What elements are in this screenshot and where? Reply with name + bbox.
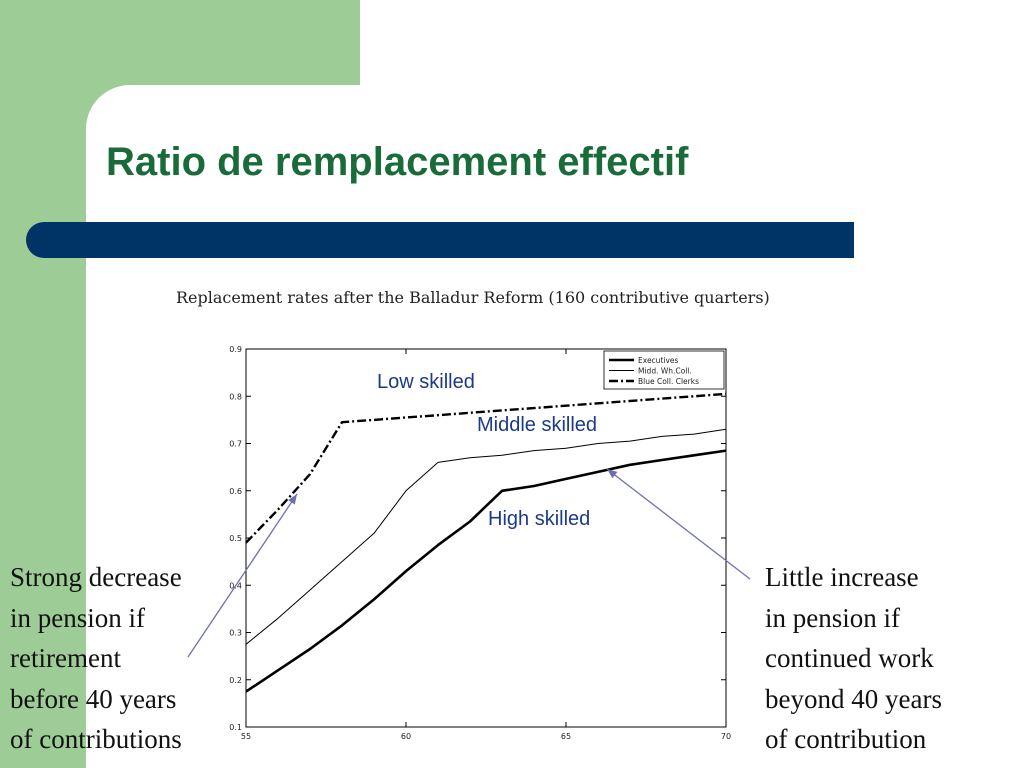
legend-entry: Executives: [638, 356, 679, 365]
slide-title: Ratio de remplacement effectif: [106, 140, 689, 184]
right-arrow-head: [607, 469, 618, 479]
right-annotation-note: Little increase in pension if continued …: [765, 562, 942, 754]
plot-frame: [245, 348, 727, 728]
title-underline-bar: [26, 222, 854, 258]
series-line-blue-coll-clerks: [245, 392, 727, 544]
y-tick-label: 0.8: [229, 392, 242, 401]
series-line-midd-wh-coll-: [245, 428, 727, 645]
y-tick-label: 0.5: [229, 534, 242, 543]
x-tick-label: 65: [561, 732, 571, 741]
content-card: [86, 85, 1024, 768]
left-arrow-head: [288, 494, 297, 505]
y-tick-label: 0.1: [229, 723, 242, 732]
y-tick-label: 0.3: [229, 629, 242, 638]
y-tick-label: 0.2: [229, 676, 242, 685]
x-tick-label: 60: [401, 732, 411, 741]
y-tick-label: 0.9: [229, 345, 242, 354]
y-tick-label: 0.6: [229, 487, 242, 496]
x-tick-label: 55: [241, 732, 251, 741]
series-line-executives: [245, 449, 727, 693]
left-arrow: [187, 493, 298, 658]
chart-title: Replacement rates after the Balladur Ref…: [176, 288, 770, 307]
low-skilled-label: Low skilled: [377, 371, 475, 393]
y-tick-label: 0.7: [229, 440, 242, 449]
legend-entry: Midd. Wh.Coll.: [638, 367, 692, 376]
left-annotation-note: Strong decrease in pension if retirement…: [10, 562, 182, 754]
right-arrow: [606, 468, 751, 580]
legend-entry: Blue Coll. Clerks: [638, 377, 699, 386]
x-tick-label: 70: [721, 732, 731, 741]
high-skilled-label: High skilled: [488, 508, 590, 530]
middle-skilled-label: Middle skilled: [477, 414, 597, 436]
